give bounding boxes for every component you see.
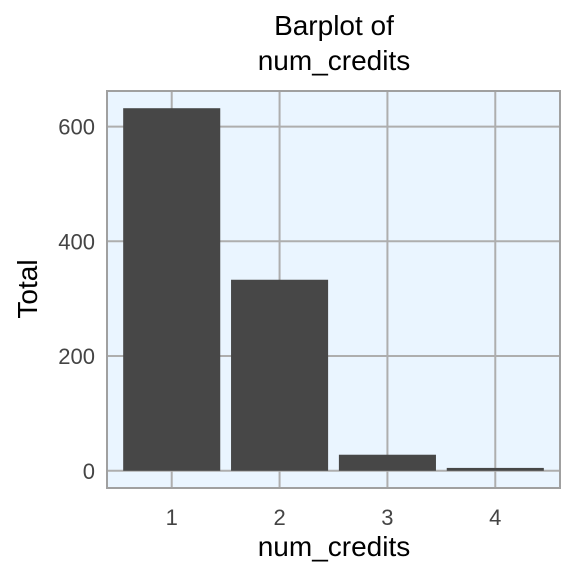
y-axis-title: Total <box>12 259 43 318</box>
plot-border <box>106 90 561 489</box>
bar-3 <box>338 454 436 471</box>
y-tick-labels: 0 200 400 600 <box>58 115 95 484</box>
y-tick-label-0: 0 <box>83 459 95 484</box>
bars <box>123 108 544 471</box>
bar-1 <box>123 108 221 471</box>
x-tick-label-4: 4 <box>489 505 501 530</box>
y-tick-label-400: 400 <box>58 229 95 254</box>
y-tick-label-200: 200 <box>58 344 95 369</box>
y-tick-label-600: 600 <box>58 115 95 140</box>
x-tick-label-1: 1 <box>166 505 178 530</box>
x-axis-title: num_credits <box>258 531 411 562</box>
bar-4 <box>446 467 544 471</box>
chart-title-line-1: Barplot of <box>274 10 394 41</box>
x-tick-label-3: 3 <box>381 505 393 530</box>
chart-title-line-2: num_credits <box>258 45 411 76</box>
bar-2 <box>231 279 329 471</box>
x-tick-labels: 1 2 3 4 <box>166 505 502 530</box>
x-tick-label-2: 2 <box>273 505 285 530</box>
